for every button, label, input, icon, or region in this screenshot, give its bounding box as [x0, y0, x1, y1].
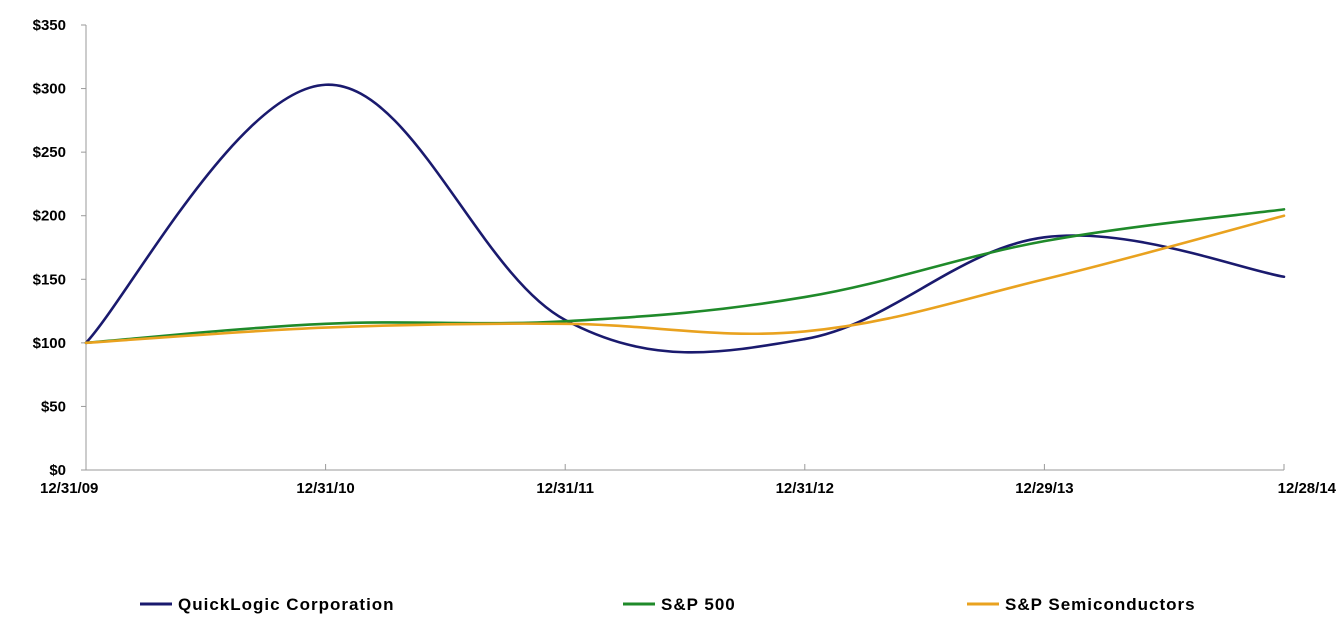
- y-tick-label: $250: [33, 144, 66, 161]
- x-tick-label: 12/31/12: [776, 480, 834, 497]
- series-line-sandp-semiconductors: [86, 216, 1284, 343]
- legend-label: S&P Semiconductors: [1005, 595, 1196, 614]
- legend-item-quicklogic-corporation: QuickLogic Corporation: [140, 595, 395, 614]
- series-line-sandp-500: [86, 209, 1284, 343]
- x-tick-label: 12/28/14: [1278, 480, 1337, 497]
- chart-axes: [81, 25, 1284, 470]
- x-tick-label: 12/31/11: [536, 480, 594, 497]
- x-tick-label: 12/29/13: [1015, 480, 1073, 497]
- legend-label: S&P 500: [661, 595, 736, 614]
- y-axis-tick-labels: $0 $50 $100 $150 $200 $250 $300 $350: [33, 17, 66, 479]
- legend-item-sandp-500: S&P 500: [623, 595, 736, 614]
- y-tick-label: $150: [33, 271, 66, 288]
- y-tick-label: $200: [33, 208, 66, 225]
- x-axis-tick-labels: 12/31/09 12/31/10 12/31/11 12/31/12 12/29/13…: [40, 480, 1337, 497]
- x-tick-label: 12/31/09: [40, 480, 98, 497]
- legend-item-sandp-semiconductors: S&P Semiconductors: [967, 595, 1196, 614]
- y-tick-label: $100: [33, 335, 66, 352]
- y-tick-label: $350: [33, 17, 66, 34]
- y-tick-label: $50: [41, 398, 66, 415]
- y-tick-label: $0: [49, 462, 66, 479]
- chart-legend: QuickLogic Corporation S&P 500 S&P Semicon…: [140, 595, 1196, 614]
- x-tick-label: 12/31/10: [296, 480, 354, 497]
- series-lines: [86, 85, 1284, 353]
- y-tick-label: $300: [33, 81, 66, 98]
- legend-label: QuickLogic Corporation: [178, 595, 395, 614]
